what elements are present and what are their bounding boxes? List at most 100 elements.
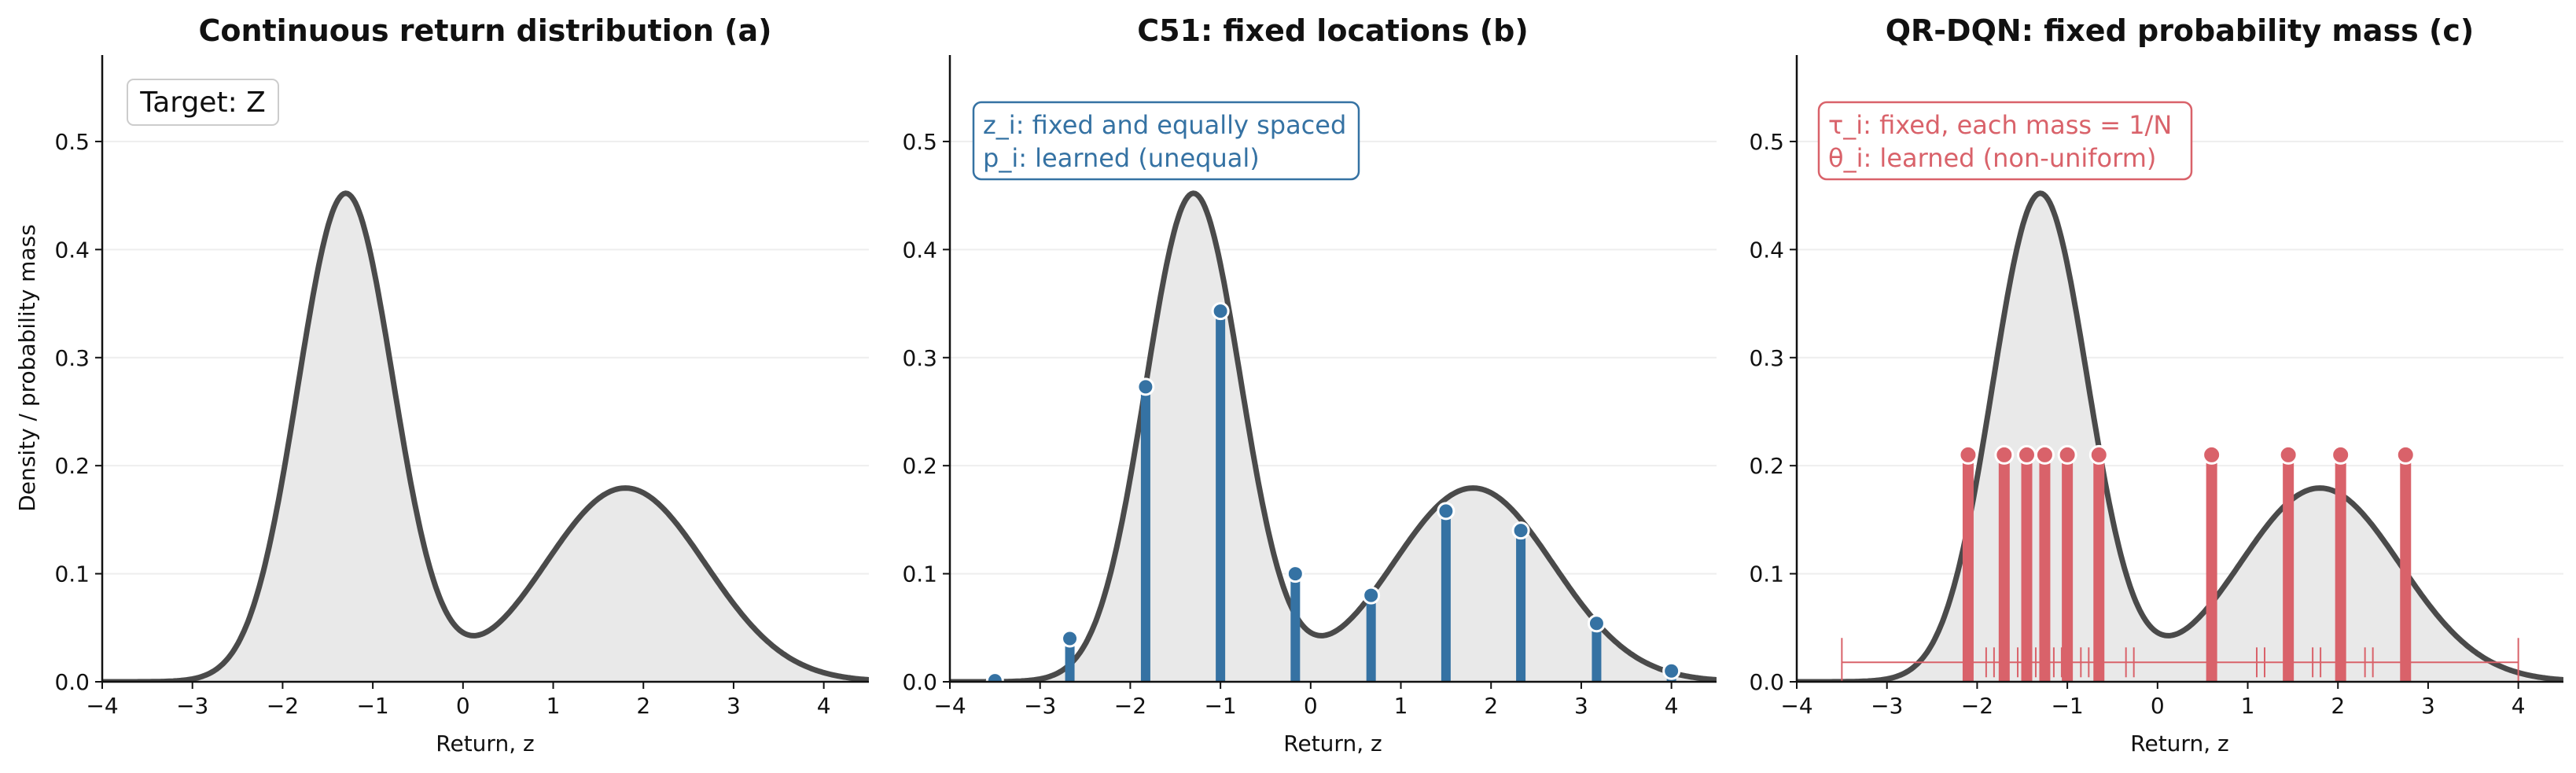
annotation-line-2: p_i: learned (unequal) — [983, 143, 1260, 173]
quantile-bar — [2400, 455, 2412, 682]
quantile-point — [2331, 444, 2351, 465]
y-tick-label: 0.3 — [1749, 345, 1784, 371]
x-tick-label: 4 — [1665, 693, 1679, 719]
x-tick-label: −1 — [356, 693, 388, 719]
quantile-point — [2017, 444, 2037, 465]
quantile-bar — [2093, 455, 2105, 682]
panel-a: Continuous return distribution (a) −4 −3 −… — [54, 13, 869, 756]
c51-atom-bar — [1592, 623, 1602, 682]
density-curve — [950, 190, 1717, 682]
quantile-bar — [2062, 455, 2074, 682]
grid — [1797, 140, 2563, 575]
x-axis-label: Return, z — [2130, 731, 2228, 756]
annotation-box — [1817, 101, 2193, 181]
x-tick-label: 3 — [2421, 693, 2435, 719]
c51-atom-point — [1511, 521, 1530, 540]
annotation-line-1: τ_i: fixed, each mass = 1/N — [1828, 110, 2172, 140]
y-tick-label: 0.5 — [902, 129, 937, 155]
quantile-point — [2034, 444, 2055, 465]
annotation-line-2: θ_i: learned (non-uniform) — [1828, 143, 2156, 173]
x-tick-label: −4 — [86, 693, 118, 719]
c51-atom-bar — [1140, 386, 1150, 682]
y-tick-label: 0.0 — [54, 669, 90, 695]
x-tick-label: 4 — [817, 693, 831, 719]
quantile-point — [1994, 444, 2015, 465]
x-tick-label: 3 — [727, 693, 741, 719]
qr-annotation: τ_i: fixed, each mass = 1/N θ_i: learned… — [1817, 101, 2193, 181]
x-tick-label: 2 — [636, 693, 650, 719]
panel-title: C51: fixed locations (b) — [1137, 13, 1529, 48]
c51-atom-bar — [1065, 639, 1075, 682]
c51-atom-point — [1437, 502, 1455, 521]
c51-atom-bar — [1441, 510, 1451, 682]
y-tick-label: 0.2 — [902, 453, 937, 479]
x-axis-label: Return, z — [1283, 731, 1382, 756]
density-fill — [102, 193, 869, 682]
x-tick-label: −1 — [1204, 693, 1236, 719]
x-tick-label: −2 — [1114, 693, 1146, 719]
quantile-bar — [1998, 455, 2010, 682]
y-tick-label: 0.2 — [54, 453, 90, 479]
y-tick-label: 0.4 — [54, 237, 90, 263]
quantile-bar — [1962, 455, 1974, 682]
quantile-bar — [2283, 455, 2294, 682]
c51-atom-bar — [1216, 311, 1226, 682]
plot-area — [950, 190, 1717, 682]
x-tick-label: 2 — [1484, 693, 1498, 719]
x-axis-label: Return, z — [436, 731, 534, 756]
y-tick-label: 0.3 — [54, 345, 90, 371]
y-axis-label: Density / probability mass — [14, 224, 40, 512]
axes: −4 −3 −2 −1 0 1 2 3 4 0.0 0.1 0.2 0.3 0.4 0.5 — [54, 55, 869, 719]
x-tick-label: 1 — [2241, 693, 2255, 719]
y-tick-label: 0.5 — [1749, 129, 1784, 155]
y-tick-label: 0.2 — [1749, 453, 1784, 479]
x-tick-label: −2 — [1961, 693, 1993, 719]
y-tick-label: 0.0 — [902, 669, 937, 695]
x-tick-label: 4 — [2512, 693, 2526, 719]
density-curve — [102, 190, 869, 682]
y-tick-label: 0.1 — [1749, 561, 1784, 587]
annotation-box — [972, 101, 1360, 181]
y-tick-label: 0.3 — [902, 345, 937, 371]
quantile-bar — [2021, 455, 2033, 682]
quantile-point — [1958, 444, 1978, 465]
quantile-point — [2395, 444, 2416, 465]
quantile-bar — [2335, 455, 2346, 682]
annotation-text: Target: Z — [139, 87, 266, 119]
x-tick-label: 1 — [1394, 693, 1408, 719]
c51-atom-point — [1061, 629, 1080, 648]
x-tick-label: −3 — [176, 693, 208, 719]
quantile-point — [2202, 444, 2222, 465]
c51-atom-point — [985, 672, 1004, 682]
x-tick-label: 0 — [2151, 693, 2165, 719]
panel-c: QR-DQN: fixed probability mass (c) −4 −3−… — [1749, 13, 2563, 756]
grid — [950, 140, 1717, 575]
c51-atom-point — [1587, 614, 1606, 633]
panel-title: Continuous return distribution (a) — [198, 13, 771, 48]
panel-title: QR-DQN: fixed probability mass (c) — [1886, 13, 2475, 48]
plot-area — [1797, 190, 2563, 682]
c51-atom-point — [1211, 302, 1230, 321]
x-tick-label: −4 — [933, 693, 966, 719]
quantile-bar — [2206, 455, 2217, 682]
y-tick-label: 0.0 — [1749, 669, 1784, 695]
x-tick-label: −3 — [1871, 693, 1903, 719]
quantile-bar — [2039, 455, 2051, 682]
c51-atom-point — [1136, 377, 1155, 396]
x-tick-label: 0 — [1304, 693, 1318, 719]
x-tick-label: 3 — [1574, 693, 1588, 719]
x-tick-label: −3 — [1024, 693, 1056, 719]
quantile-point — [2057, 444, 2077, 465]
y-tick-label: 0.4 — [1749, 237, 1784, 263]
c51-atom-point — [1662, 661, 1681, 680]
x-tick-label: 2 — [2331, 693, 2345, 719]
density-fill — [950, 193, 1717, 682]
c51-atom-bar — [1290, 573, 1301, 682]
x-tick-label: −1 — [2051, 693, 2083, 719]
y-tick-label: 0.5 — [54, 129, 90, 155]
quantile-point — [2088, 444, 2109, 465]
target-annotation: Target: Z — [127, 79, 279, 126]
annotation-line-1: z_i: fixed and equally spaced — [983, 110, 1346, 140]
panel-b: C51: fixed locations (b) −4 −3 −2 −1 0 1 2 3 4 0.… — [902, 13, 1717, 756]
annotation-box — [127, 79, 279, 126]
